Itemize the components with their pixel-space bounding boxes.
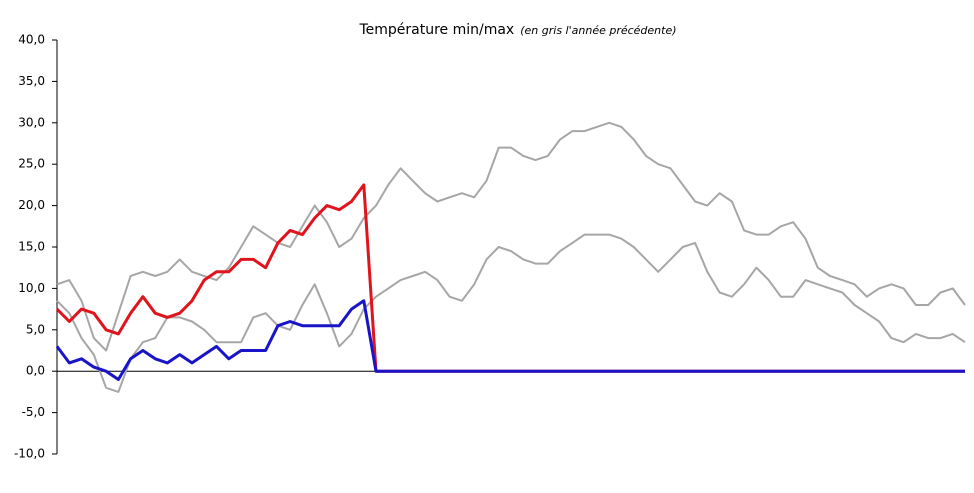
y-tick-label: 10,0 bbox=[18, 281, 45, 295]
y-tick-label: 30,0 bbox=[18, 115, 45, 129]
chart-subtitle: (en gris l'année précédente) bbox=[520, 24, 676, 37]
y-tick-label: -10,0 bbox=[14, 447, 45, 461]
y-tick-label: 15,0 bbox=[18, 240, 45, 254]
series-line bbox=[56, 121, 966, 352]
y-tick-label: 0,0 bbox=[26, 364, 45, 378]
chart-heading: Température min/max (en gris l'année préc… bbox=[358, 22, 676, 38]
chart-title: Température min/max bbox=[358, 22, 514, 38]
series-line bbox=[55, 183, 965, 373]
series-line bbox=[55, 299, 965, 381]
y-tick-label: 5,0 bbox=[26, 322, 45, 336]
series-line bbox=[56, 233, 966, 393]
y-tick-label: 35,0 bbox=[18, 74, 45, 88]
y-tick-label: 40,0 bbox=[18, 33, 45, 47]
y-tick-label: 25,0 bbox=[18, 157, 45, 171]
y-tick-label: 20,0 bbox=[18, 198, 45, 212]
y-tick-label: -5,0 bbox=[22, 405, 45, 419]
